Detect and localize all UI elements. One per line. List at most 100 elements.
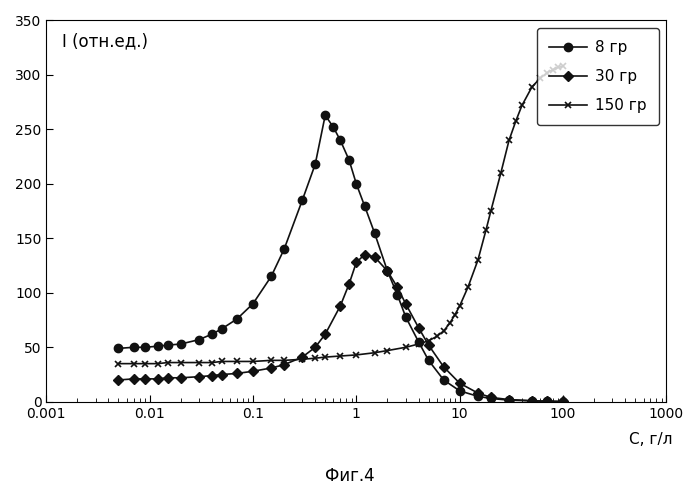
30 гр — [394, 284, 402, 290]
8 гр — [195, 337, 203, 343]
150 гр — [543, 70, 552, 76]
Text: С, г/л: С, г/л — [629, 432, 672, 447]
30 гр — [559, 399, 568, 404]
Legend: 8 гр, 30 гр, 150 гр: 8 гр, 30 гр, 150 гр — [537, 28, 658, 125]
8 гр — [474, 393, 482, 399]
150 гр — [298, 356, 306, 362]
150 гр — [528, 84, 536, 90]
8 гр — [543, 399, 552, 404]
Line: 30 гр: 30 гр — [115, 251, 567, 405]
150 гр — [424, 338, 433, 344]
8 гр — [208, 331, 216, 337]
150 гр — [497, 170, 505, 176]
8 гр — [394, 292, 402, 298]
8 гр — [233, 316, 241, 322]
30 гр — [321, 331, 329, 337]
Line: 8 гр: 8 гр — [115, 111, 567, 406]
30 гр — [415, 325, 423, 330]
8 гр — [424, 357, 433, 363]
30 гр — [528, 398, 536, 403]
30 гр — [311, 345, 319, 350]
150 гр — [164, 360, 172, 365]
150 гр — [233, 359, 241, 364]
30 гр — [487, 395, 495, 400]
30 гр — [115, 377, 123, 383]
30 гр — [360, 252, 368, 258]
150 гр — [463, 284, 472, 290]
30 гр — [456, 381, 464, 386]
150 гр — [487, 208, 495, 214]
8 гр — [456, 388, 464, 394]
150 гр — [440, 328, 448, 334]
Text: Фиг.4: Фиг.4 — [325, 467, 374, 485]
150 гр — [154, 361, 162, 366]
30 гр — [474, 390, 482, 396]
30 гр — [233, 370, 241, 376]
8 гр — [370, 230, 379, 236]
8 гр — [352, 181, 361, 187]
150 гр — [217, 359, 226, 364]
Text: I (отн.ед.): I (отн.ед.) — [62, 32, 147, 50]
8 гр — [401, 314, 410, 320]
150 гр — [140, 361, 149, 366]
8 гр — [217, 326, 226, 331]
30 гр — [424, 342, 433, 348]
150 гр — [401, 345, 410, 350]
8 гр — [129, 345, 138, 350]
8 гр — [267, 274, 275, 279]
150 гр — [474, 257, 482, 263]
150 гр — [559, 63, 568, 69]
150 гр — [383, 347, 391, 353]
30 гр — [154, 376, 162, 382]
8 гр — [177, 341, 185, 347]
8 гр — [329, 124, 338, 130]
30 гр — [298, 354, 306, 360]
30 гр — [177, 375, 185, 381]
30 гр — [249, 368, 257, 374]
150 гр — [456, 303, 464, 309]
150 гр — [249, 359, 257, 364]
150 гр — [321, 354, 329, 360]
150 гр — [177, 360, 185, 365]
150 гр — [208, 360, 216, 365]
8 гр — [164, 342, 172, 348]
Line: 150 гр: 150 гр — [115, 63, 567, 367]
8 гр — [336, 138, 345, 143]
8 гр — [528, 398, 536, 404]
8 гр — [360, 203, 368, 208]
8 гр — [298, 197, 306, 203]
30 гр — [129, 376, 138, 382]
150 гр — [549, 67, 557, 72]
8 гр — [383, 268, 391, 274]
30 гр — [280, 362, 288, 367]
150 гр — [336, 353, 345, 359]
30 гр — [543, 399, 552, 404]
150 гр — [536, 75, 545, 81]
8 гр — [345, 157, 353, 163]
8 гр — [440, 377, 448, 383]
8 гр — [487, 396, 495, 401]
30 гр — [208, 373, 216, 379]
30 гр — [383, 268, 391, 274]
30 гр — [505, 397, 513, 402]
30 гр — [336, 303, 345, 309]
150 гр — [280, 357, 288, 363]
150 гр — [518, 103, 526, 108]
30 гр — [440, 364, 448, 370]
150 гр — [311, 355, 319, 361]
150 гр — [195, 360, 203, 365]
8 гр — [321, 112, 329, 118]
150 гр — [267, 357, 275, 363]
8 гр — [280, 246, 288, 252]
30 гр — [217, 372, 226, 378]
8 гр — [249, 301, 257, 307]
150 гр — [370, 350, 379, 356]
150 гр — [505, 138, 513, 143]
150 гр — [352, 352, 361, 358]
150 гр — [433, 333, 441, 339]
30 гр — [195, 374, 203, 380]
8 гр — [140, 345, 149, 350]
150 гр — [445, 320, 454, 326]
30 гр — [140, 376, 149, 382]
8 гр — [415, 339, 423, 345]
